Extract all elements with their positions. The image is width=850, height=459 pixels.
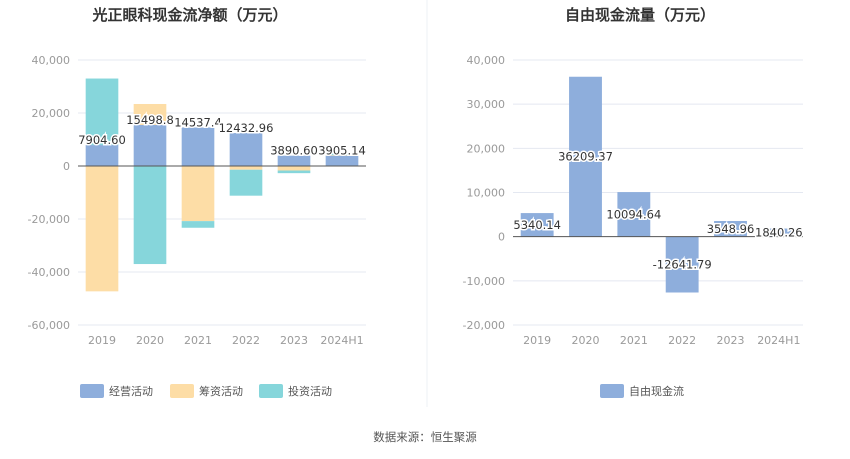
bar (569, 76, 602, 237)
chart-title: 光正眼科现金流净额（万元） (91, 6, 287, 24)
legend-swatch (600, 384, 624, 398)
data-label: 10094.64 (606, 207, 661, 221)
bar (762, 228, 796, 237)
bar (229, 133, 263, 166)
x-tick-label: 2024H1 (757, 334, 800, 347)
cashflow-chart: 光正眼科现金流净额（万元） 40,000 20,000 0 -20,000 -40,000… (28, 6, 367, 398)
data-label: 1840.26 (755, 226, 803, 240)
legend-label: 筹资活动 (199, 384, 243, 398)
bar (85, 78, 119, 146)
bar (665, 236, 699, 293)
data-label: 3890.60 (270, 144, 318, 158)
bar (617, 192, 651, 237)
bar (325, 155, 359, 166)
legend-label: 投资活动 (288, 384, 332, 398)
x-tick-label: 2019 (523, 334, 551, 347)
data-label: 36209.37 (558, 150, 613, 164)
legend-swatch (259, 384, 283, 398)
y-tick-label: -20,000 (463, 319, 505, 332)
source-note: 数据来源：恒生聚源 (373, 430, 477, 444)
y-tick-label: 0 (498, 231, 505, 244)
y-tick-label: 40,000 (32, 54, 71, 67)
x-tick-label: 2020 (136, 334, 164, 347)
data-label: 12432.96 (219, 121, 274, 135)
data-label: -12641.79 (653, 258, 712, 272)
x-tick-label: 2023 (280, 334, 308, 347)
x-tick-label: 2022 (232, 334, 260, 347)
data-label: 3905.14 (318, 144, 366, 158)
x-tick-label: 2020 (572, 334, 600, 347)
y-tick-label: 10,000 (467, 187, 506, 200)
free-cash-flow-chart: 自由现金流量（万元） 40,000 30,000 20,000 10,000 0 -10,0… (463, 6, 804, 398)
y-tick-label: 20,000 (467, 142, 506, 155)
data-label: 14537.4 (174, 115, 222, 129)
legend-swatch (80, 384, 104, 398)
bar (181, 127, 215, 166)
legend-swatch (170, 384, 194, 398)
bar (85, 166, 119, 292)
data-label: 3548.96 (707, 222, 755, 236)
y-tick-label: -20,000 (28, 213, 70, 226)
y-tick-label: -40,000 (28, 266, 70, 279)
y-tick-label: 40,000 (467, 54, 506, 67)
bar (133, 166, 167, 265)
y-tick-label: -60,000 (28, 319, 70, 332)
x-tick-label: 2019 (88, 334, 116, 347)
bar (229, 169, 263, 196)
chart-title: 自由现金流量（万元） (565, 6, 715, 24)
bar (229, 166, 263, 170)
bar (181, 221, 215, 228)
bar (325, 153, 359, 156)
x-tick-label: 2024H1 (320, 334, 363, 347)
bar (133, 124, 167, 166)
x-tick-label: 2021 (620, 334, 648, 347)
y-tick-label: 30,000 (467, 98, 506, 111)
x-tick-label: 2022 (668, 334, 696, 347)
bar (85, 145, 119, 166)
bar (520, 213, 554, 237)
data-label: 5340.14 (513, 218, 561, 232)
y-tick-label: -10,000 (463, 275, 505, 288)
bar (181, 166, 215, 222)
x-tick-label: 2021 (184, 334, 212, 347)
y-tick-label: 20,000 (32, 107, 71, 120)
bar (277, 155, 311, 166)
bar (277, 170, 311, 174)
x-tick-label: 2023 (717, 334, 745, 347)
bar (714, 220, 747, 237)
data-label: 15498.8 (126, 113, 174, 127)
legend-label: 自由现金流 (629, 384, 684, 398)
bar (133, 103, 167, 125)
bar (325, 155, 359, 156)
y-tick-label: 0 (63, 160, 70, 173)
data-label: 7904.60 (78, 133, 126, 147)
legend-label: 经营活动 (109, 384, 153, 398)
bar (277, 166, 311, 171)
